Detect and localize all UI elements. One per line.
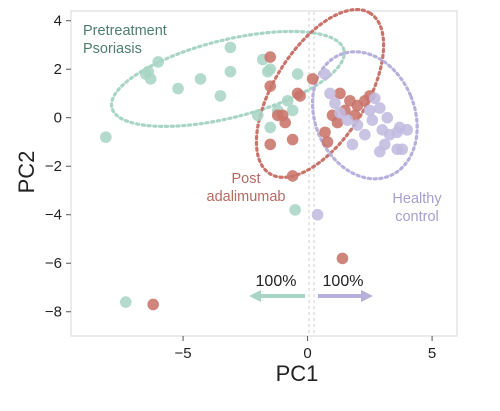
- point-healthy: [341, 114, 354, 126]
- point-psoriasis: [264, 121, 277, 134]
- point-psoriasis: [281, 94, 294, 107]
- point-psoriasis: [291, 68, 304, 80]
- point-psoriasis: [100, 131, 112, 143]
- point-psoriasis: [224, 65, 237, 78]
- point-psoriasis: [289, 204, 301, 216]
- point-adalimumab: [147, 298, 159, 311]
- y-tick-label: 0: [54, 110, 62, 127]
- point-adalimumab: [279, 116, 291, 129]
- ellipse-healthy: [310, 50, 419, 181]
- point-adalimumab: [336, 252, 349, 265]
- point-adalimumab: [321, 136, 334, 148]
- x-tick-label: 0: [303, 345, 311, 362]
- point-healthy: [369, 92, 381, 105]
- point-adalimumab: [319, 126, 331, 139]
- y-axis: −8 −6 −4 −2 0 2 4: [45, 13, 71, 321]
- point-adalimumab: [294, 90, 306, 102]
- point-healthy: [364, 104, 376, 117]
- point-adalimumab: [306, 73, 319, 85]
- point-psoriasis: [194, 73, 207, 85]
- point-adalimumab: [334, 87, 346, 100]
- point-adalimumab: [264, 138, 277, 151]
- group-label-healthy: Healthy: [392, 191, 442, 207]
- x-axis-title: PC1: [276, 361, 319, 386]
- arrow-right-label: 100%: [323, 273, 364, 290]
- point-healthy: [351, 119, 364, 131]
- data-points: [100, 41, 413, 311]
- ellipse-psoriasis: [109, 29, 346, 128]
- point-healthy: [396, 143, 409, 156]
- point-psoriasis: [286, 104, 299, 117]
- y-tick-label: −8: [45, 304, 62, 321]
- group-label-adalimumab: Post: [231, 171, 260, 187]
- point-healthy: [319, 68, 331, 80]
- group-label-adalimumab: adalimumab: [207, 189, 286, 205]
- plot-area: 100% 100% Pretreatment Psoriasis Post adalim…: [70, 7, 458, 337]
- point-psoriasis: [214, 90, 227, 102]
- point-psoriasis: [172, 82, 184, 95]
- group-labels: Pretreatment Psoriasis Post adalimumab Healt…: [83, 23, 442, 225]
- plot-frame: [70, 10, 458, 337]
- point-psoriasis: [224, 41, 237, 54]
- point-healthy: [329, 97, 341, 109]
- group-label-psoriasis: Pretreatment: [83, 23, 167, 39]
- y-tick-label: −4: [45, 207, 62, 224]
- point-healthy: [401, 124, 413, 136]
- x-tick-label: −5: [175, 345, 192, 362]
- point-adalimumab: [286, 170, 299, 182]
- arrow-left-label: 100%: [256, 273, 297, 290]
- x-axis: −5 0 5: [175, 336, 436, 362]
- point-adalimumab: [264, 51, 277, 63]
- group-label-healthy: control: [395, 209, 439, 225]
- arrow-left-head: [249, 290, 261, 302]
- point-adalimumab: [264, 80, 277, 92]
- arrow-right-head: [361, 290, 373, 302]
- y-axis-title: PC2: [14, 151, 39, 194]
- point-psoriasis: [152, 56, 164, 68]
- point-healthy: [378, 138, 391, 151]
- point-healthy: [366, 114, 379, 126]
- point-healthy: [381, 111, 394, 124]
- point-healthy: [346, 138, 359, 151]
- point-adalimumab: [286, 133, 299, 146]
- point-psoriasis: [119, 296, 132, 308]
- point-psoriasis: [264, 63, 277, 76]
- x-tick-label: 5: [428, 345, 436, 362]
- ellipse-adalimumab: [254, 7, 386, 179]
- y-tick-label: 2: [54, 61, 62, 78]
- y-tick-label: −6: [45, 255, 62, 272]
- y-tick-label: 4: [54, 13, 62, 30]
- point-healthy: [324, 87, 336, 100]
- y-tick-label: −2: [45, 158, 62, 175]
- point-psoriasis: [144, 73, 157, 85]
- shift-arrows: 100% 100%: [249, 273, 373, 302]
- group-label-psoriasis: Psoriasis: [83, 41, 142, 57]
- point-psoriasis: [251, 109, 264, 122]
- point-healthy: [334, 107, 346, 119]
- point-healthy: [311, 208, 324, 221]
- point-adalimumab: [331, 116, 344, 129]
- point-healthy: [374, 102, 386, 114]
- point-healthy: [359, 128, 371, 141]
